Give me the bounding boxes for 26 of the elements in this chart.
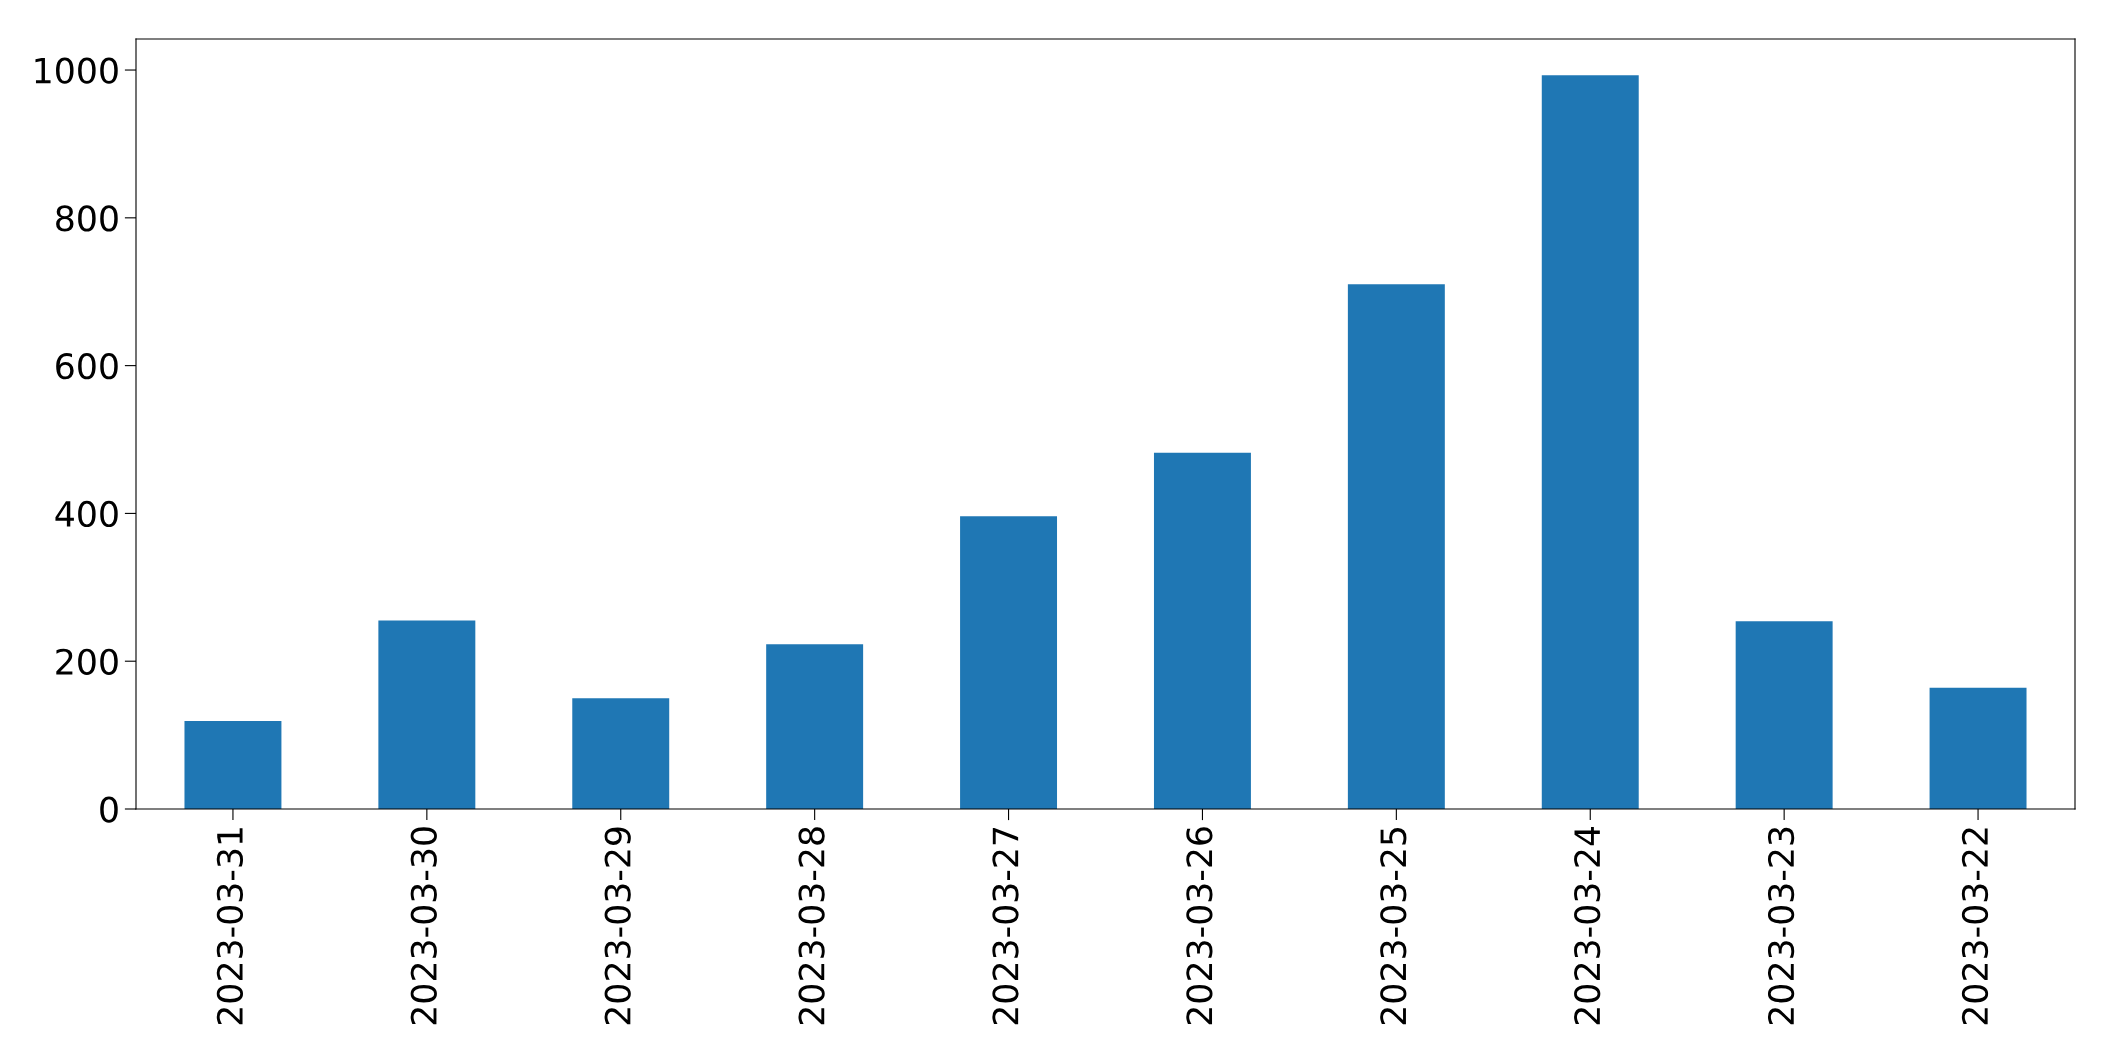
bar [766,644,864,809]
y-tick-label: 600 [56,353,118,380]
x-tick-label: 2023-03-28 [798,827,825,1025]
bar [572,698,670,809]
x-tick-label: 2023-03-22 [1961,828,1989,1025]
bar [378,620,476,809]
x-tick-label: 2023-03-31 [216,828,244,1025]
x-tick-label: 2023-03-23 [1767,827,1795,1025]
y-tick-label: 1000 [35,57,118,84]
bar [1153,452,1251,809]
x-tick-label: 2023-03-29 [604,827,631,1025]
bar [1347,284,1445,809]
bar [1541,75,1639,809]
y-tick-label: 400 [55,500,118,528]
y-tick-label: 800 [56,205,118,232]
x-tick-label: 2023-03-24 [1574,826,1601,1025]
bar [960,516,1058,809]
x-tick-label: 2023-03-30 [410,827,437,1025]
bar [1735,621,1833,809]
x-tick-label: 2023-03-27 [992,827,1019,1025]
x-tick-label: 2023-03-25 [1380,828,1407,1025]
y-tick-label: 0 [100,796,118,823]
x-tick-label: 2023-03-26 [1186,827,1213,1025]
bar [1929,687,2027,809]
y-tick-label: 200 [56,648,118,675]
bar [184,721,282,809]
